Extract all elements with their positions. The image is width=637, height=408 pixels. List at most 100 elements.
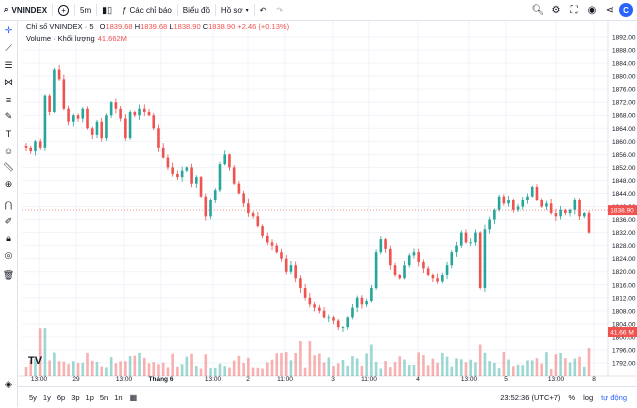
volume-bar [138, 352, 141, 376]
symbol-search-button[interactable]: ⌕ VNINDEX [0, 0, 52, 20]
candle-body [507, 200, 510, 204]
pitchfork-icon[interactable]: ⋈ [4, 77, 13, 87]
clock-label[interactable]: 23:52:36 (UTC+7) [500, 393, 561, 402]
candle-body [261, 226, 264, 236]
volume-bar [303, 367, 307, 376]
share-icon: ⋖ [605, 4, 615, 16]
zoom-in-icon[interactable]: ⊕ [4, 179, 13, 189]
candle-body [483, 229, 487, 289]
log-toggle[interactable]: log [583, 393, 594, 402]
ruler-icon[interactable]: 📏︎ [2, 162, 15, 172]
time-tick-label: 13:00 [116, 376, 133, 383]
range-1y[interactable]: 1y [42, 393, 51, 402]
volume-bar [161, 362, 165, 376]
undo-button[interactable]: ↶ [255, 0, 272, 20]
volume-bar [124, 361, 127, 376]
volume-bar [237, 355, 241, 376]
candle-body [133, 111, 137, 116]
lock-drawings-icon[interactable]: ✐ [4, 216, 13, 226]
high-value: 1839.68 [140, 22, 168, 31]
volume-bar [493, 362, 496, 376]
price-tick-label: 1836.00 [612, 217, 636, 224]
volume-bar [512, 366, 515, 376]
range-1m[interactable]: 1p [85, 393, 94, 402]
candle-body [336, 320, 340, 328]
range-3m[interactable]: 3p [71, 393, 80, 402]
change-value: +2.46 (+0.13%) [237, 22, 290, 31]
candle-body [128, 111, 132, 139]
volume-bar [545, 352, 548, 376]
percent-toggle[interactable]: % [568, 393, 576, 402]
trend-line-icon[interactable]: ⟋ [5, 43, 12, 53]
candle-body [436, 278, 439, 282]
current-volume-label: 41.66 M [610, 330, 634, 337]
candle-body [53, 69, 56, 112]
open-label: O [99, 22, 106, 31]
layers-icon[interactable]: ◈ [5, 379, 12, 389]
share-button[interactable]: ⋖ [601, 1, 619, 19]
price-chart[interactable]: 1892.00 1888.00 1884.00 1880.00 1876.00 1872.… [18, 21, 637, 386]
crosshair-icon[interactable]: ✛ [4, 25, 13, 35]
redo-button[interactable]: ↷ [271, 0, 288, 20]
candle-body [426, 268, 430, 275]
volume-bar [256, 367, 260, 376]
range-5y[interactable]: 5y [29, 393, 37, 402]
volume-bar [67, 364, 70, 376]
profile-button[interactable]: Hồ sơ ▾ [216, 0, 254, 20]
indicators-button[interactable]: ƒ Các chỉ báo [117, 0, 177, 20]
camera-button[interactable]: ◉ [583, 1, 601, 19]
zoom-search-button[interactable]: 🔍︎ [529, 1, 547, 19]
volume-value: 41.662M [97, 34, 127, 43]
volume-bar [157, 364, 160, 376]
candle-body [497, 196, 501, 210]
fullscreen-button[interactable]: ⛶ [565, 1, 583, 19]
settings-button[interactable]: ⚙ [547, 1, 565, 19]
volume-bar [417, 352, 420, 376]
volume-bar [441, 352, 444, 376]
range-5d[interactable]: 5n [99, 393, 109, 402]
eye-icon[interactable]: ◎ [4, 250, 13, 260]
range-1d[interactable]: 1n [114, 393, 123, 402]
magnifier-icon: 🔍︎ [531, 4, 545, 16]
candle-body [218, 164, 222, 191]
volume-bar [166, 367, 170, 376]
volume-bar [48, 360, 51, 376]
indicators-label: Các chỉ báo [129, 5, 172, 15]
text-icon[interactable]: T [5, 128, 12, 139]
current-price-label: 1838.90 [610, 208, 634, 215]
volume-title: Volume · Khối lượng [26, 34, 95, 43]
auto-scale-toggle[interactable]: tự động [601, 393, 627, 402]
volume-bar [346, 365, 350, 376]
volume-bar [218, 363, 222, 376]
brush-icon[interactable]: ✎ [4, 111, 13, 121]
volume-legend: Volume · Khối lượng 41.662M [26, 34, 127, 43]
volume-bar [265, 362, 269, 376]
volume-bar [313, 355, 316, 376]
lock-icon[interactable]: 🔒︎ [6, 233, 11, 243]
candle-body [86, 108, 89, 129]
candle-body [318, 307, 321, 311]
volume-bar [379, 368, 383, 376]
range-6m[interactable]: 6p [56, 393, 66, 402]
candles-button[interactable]: ▮▯ [97, 0, 117, 20]
price-tick-label: 1796.00 [612, 347, 636, 354]
trash-icon[interactable]: 🗑︎ [2, 270, 15, 280]
horizontal-lines-icon[interactable]: ☰ [4, 60, 13, 70]
time-tick-label: 11:00 [361, 376, 377, 383]
magnet-icon[interactable]: ⋂ [4, 200, 13, 210]
candle-body [185, 167, 189, 171]
calendar-icon[interactable]: ▦ [129, 393, 138, 402]
chart-type-button[interactable]: Biểu đồ [178, 0, 215, 20]
candle-body [478, 232, 482, 289]
price-tick-label: 1888.00 [612, 48, 636, 55]
emoji-icon[interactable]: ☺ [3, 145, 14, 156]
volume-bar [251, 367, 255, 376]
candle-body [142, 108, 146, 112]
volume-bar [469, 359, 473, 376]
interval-button[interactable]: 5m [75, 0, 96, 20]
compare-button[interactable]: + [53, 0, 74, 20]
candle-body [48, 95, 51, 112]
volume-bar [95, 361, 99, 376]
candle-body [521, 200, 525, 207]
fib-icon[interactable]: ≡ [5, 94, 12, 105]
